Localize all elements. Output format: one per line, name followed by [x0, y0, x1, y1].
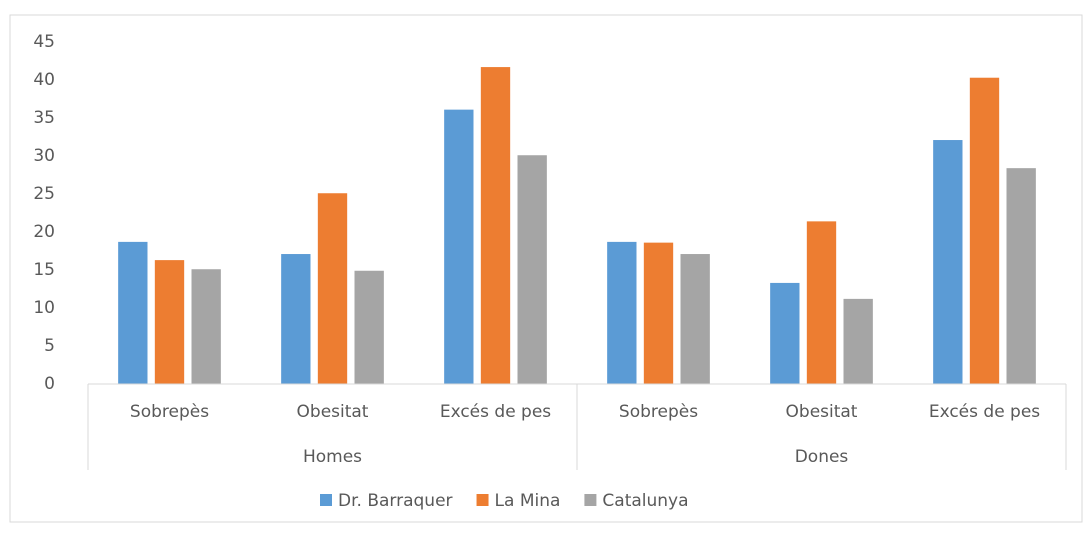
- x-tick-label: Obesitat: [297, 402, 369, 422]
- y-tick-label: 15: [33, 260, 55, 280]
- bar: [643, 242, 674, 384]
- x-tick-label: Obesitat: [786, 402, 858, 422]
- bar: [1006, 168, 1036, 384]
- bar: [933, 140, 963, 384]
- y-tick-label: 0: [44, 374, 55, 394]
- x-tick-label: Excés de pes: [440, 402, 551, 422]
- y-tick-label: 30: [33, 146, 55, 166]
- y-tick-label: 35: [33, 108, 55, 128]
- bar: [969, 77, 1000, 384]
- bar: [281, 254, 311, 384]
- group-label: Homes: [303, 447, 362, 467]
- bar: [806, 221, 837, 384]
- legend-swatch: [476, 494, 489, 506]
- y-tick-label: 45: [33, 32, 55, 52]
- y-tick-label: 10: [33, 298, 55, 318]
- bar: [444, 109, 474, 384]
- legend-label: La Mina: [495, 491, 561, 511]
- bar: [770, 282, 800, 384]
- bar: [680, 254, 710, 384]
- x-tick-label: Sobrepès: [130, 402, 209, 422]
- bar: [354, 270, 384, 384]
- y-tick-label: 25: [33, 184, 55, 204]
- x-tick-label: Excés de pes: [929, 402, 1040, 422]
- x-tick-label: Sobrepès: [619, 402, 698, 422]
- bar: [317, 193, 348, 384]
- y-tick-label: 5: [44, 336, 55, 356]
- y-tick-label: 20: [33, 222, 55, 242]
- bar: [517, 155, 547, 384]
- legend-swatch: [584, 494, 597, 506]
- legend-label: Catalunya: [602, 491, 688, 511]
- group-label: Dones: [795, 447, 849, 467]
- legend-swatch: [320, 494, 332, 506]
- bar: [154, 260, 185, 384]
- bar: [118, 241, 148, 384]
- bar: [843, 298, 873, 384]
- y-tick-label: 40: [33, 70, 55, 90]
- bar: [607, 241, 637, 384]
- bar: [191, 269, 221, 384]
- bar: [480, 67, 511, 384]
- legend-label: Dr. Barraquer: [338, 491, 453, 511]
